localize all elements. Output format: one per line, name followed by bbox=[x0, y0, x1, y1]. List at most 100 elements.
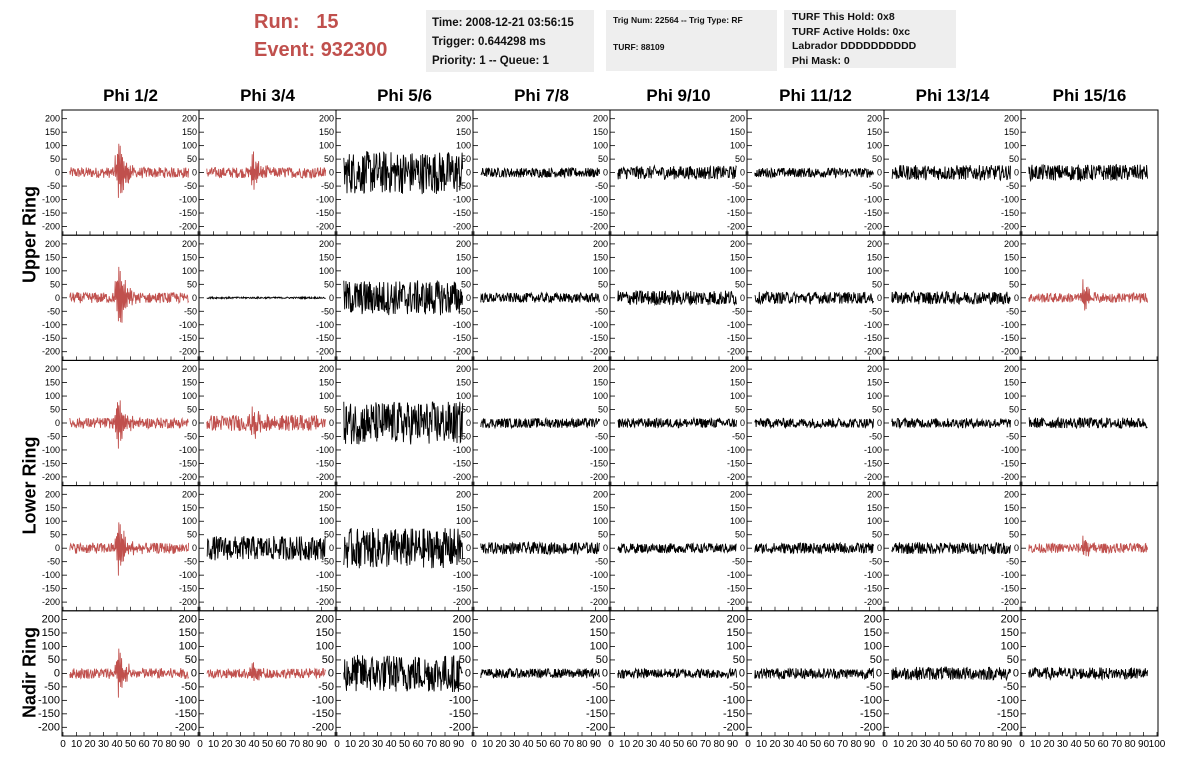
y-tick-label: 0 bbox=[466, 418, 471, 428]
y-tick-label: -50 bbox=[321, 431, 334, 441]
waveform-cell: -200 -150 -100 -50 0 50 100 150 200 bbox=[864, 485, 1022, 612]
y-tick-label: -100 bbox=[727, 445, 745, 455]
x-tick-label: 10 bbox=[71, 739, 83, 750]
waveform-cell: -200 -150 -100 -50 0 50 100 150 200 bbox=[1001, 359, 1159, 487]
y-tick-label: -150 bbox=[453, 208, 471, 218]
y-tick-label: -50 bbox=[869, 431, 882, 441]
waveform-trace bbox=[754, 541, 874, 555]
y-tick-label: 150 bbox=[864, 627, 882, 639]
y-tick-label: -100 bbox=[38, 694, 60, 706]
x-tick-label: 0 bbox=[334, 739, 340, 750]
y-tick-label: 0 bbox=[192, 418, 197, 428]
y-tick-label: 0 bbox=[466, 543, 471, 553]
y-tick-label: 150 bbox=[182, 252, 197, 262]
y-tick-label: -150 bbox=[312, 708, 334, 720]
y-tick-label: 0 bbox=[329, 543, 334, 553]
waveform-cell: -200 -150 -100 -50 0 50 100 150 200 bbox=[864, 359, 1022, 487]
y-tick-label: 100 bbox=[179, 640, 197, 652]
y-tick-label: 0 bbox=[1014, 418, 1019, 428]
y-tick-label: -200 bbox=[453, 597, 471, 607]
y-tick-label: -150 bbox=[1001, 584, 1019, 594]
y-tick-label: 200 bbox=[1001, 613, 1019, 625]
y-tick-label: 200 bbox=[42, 613, 60, 625]
y-tick-label: 0 bbox=[1014, 543, 1019, 553]
y-tick-label: -50 bbox=[184, 557, 197, 567]
y-tick-label: -200 bbox=[449, 721, 471, 733]
y-tick-label: -50 bbox=[595, 306, 608, 316]
y-tick-label: 100 bbox=[456, 141, 471, 151]
waveform-trace bbox=[754, 290, 874, 306]
x-tick-label: 90 bbox=[179, 739, 191, 750]
waveform-cell: -200 -150 -100 -50 0 50 100 150 200 bbox=[1001, 485, 1159, 612]
y-tick-label: -50 bbox=[318, 681, 334, 693]
y-tick-label: -150 bbox=[179, 458, 197, 468]
y-tick-label: 50 bbox=[324, 279, 334, 289]
x-tick-label: 40 bbox=[111, 739, 123, 750]
y-tick-label: 200 bbox=[1004, 239, 1019, 249]
waveform-cell: -200 -150 -100 -50 0 50 100 150 200 bbox=[864, 109, 1022, 236]
waveform-cell: -200 -150 -100 -50 0 50 100 150 200 bbox=[590, 485, 748, 612]
y-tick-label: -200 bbox=[453, 222, 471, 232]
y-tick-label: 200 bbox=[182, 489, 197, 499]
y-tick-label: 200 bbox=[730, 114, 745, 124]
y-tick-label: 0 bbox=[191, 667, 197, 679]
y-tick-label: 100 bbox=[319, 391, 334, 401]
x-tick-label: 50 bbox=[125, 739, 137, 750]
x-tick-label: 70 bbox=[152, 739, 164, 750]
y-tick-label: 0 bbox=[740, 168, 745, 178]
y-tick-label: 0 bbox=[602, 667, 608, 679]
y-tick-label: -50 bbox=[321, 181, 334, 191]
waveform-cell: -200 -150 -100 -50 0 50 100 150 200 bbox=[316, 359, 474, 487]
y-tick-label: -100 bbox=[179, 195, 197, 205]
waveform-trace bbox=[480, 416, 600, 430]
y-tick-label: -200 bbox=[175, 721, 197, 733]
x-tick-label: 80 bbox=[713, 739, 725, 750]
x-tick-label: 90 bbox=[1001, 739, 1013, 750]
y-tick-label: 100 bbox=[730, 516, 745, 526]
x-tick-label: 80 bbox=[439, 739, 451, 750]
x-tick-label: 80 bbox=[302, 739, 314, 750]
y-tick-label: 0 bbox=[603, 168, 608, 178]
x-tick-label: 70 bbox=[1111, 739, 1123, 750]
y-tick-label: 200 bbox=[1004, 114, 1019, 124]
y-tick-label: -200 bbox=[860, 721, 882, 733]
y-tick-label: 150 bbox=[1004, 503, 1019, 513]
x-tick-label: 90 bbox=[864, 739, 876, 750]
y-tick-label: -150 bbox=[316, 208, 334, 218]
waveform-trace bbox=[343, 527, 464, 569]
y-tick-label: 200 bbox=[1004, 364, 1019, 374]
x-tick-label: 50 bbox=[947, 739, 959, 750]
event-value: 932300 bbox=[320, 39, 388, 61]
y-tick-label: 0 bbox=[740, 543, 745, 553]
y-tick-label: -100 bbox=[586, 694, 608, 706]
y-tick-label: 0 bbox=[192, 168, 197, 178]
y-tick-label: 150 bbox=[593, 378, 608, 388]
y-tick-label: -200 bbox=[864, 597, 882, 607]
y-tick-label: -100 bbox=[453, 195, 471, 205]
waveform-trace bbox=[891, 164, 1011, 182]
y-tick-label: -200 bbox=[727, 347, 745, 357]
y-tick-label: -100 bbox=[727, 570, 745, 580]
waveform-trace bbox=[891, 290, 1011, 306]
y-tick-label: -200 bbox=[864, 222, 882, 232]
waveform-trace bbox=[1028, 535, 1148, 557]
waveform-cell: -200 -150 -100 -50 0 50 100 150 200 bbox=[727, 485, 885, 612]
event-label: Event: bbox=[254, 39, 316, 61]
turf-text: TURF: 88109 bbox=[613, 42, 665, 52]
y-tick-label: -100 bbox=[590, 570, 608, 580]
x-tick-label: 50 bbox=[810, 739, 822, 750]
y-tick-label: 50 bbox=[187, 154, 197, 164]
x-tick-label: 70 bbox=[563, 739, 575, 750]
y-tick-label: 50 bbox=[187, 279, 197, 289]
y-tick-label: 150 bbox=[593, 127, 608, 137]
y-tick-label: -150 bbox=[316, 333, 334, 343]
y-tick-label: -150 bbox=[38, 708, 60, 720]
y-tick-label: 50 bbox=[1009, 530, 1019, 540]
y-tick-label: -100 bbox=[179, 320, 197, 330]
y-tick-label: -100 bbox=[175, 694, 197, 706]
x-tick-label: 60 bbox=[960, 739, 972, 750]
y-tick-label: 0 bbox=[877, 418, 882, 428]
x-tick-label: 40 bbox=[659, 739, 671, 750]
waveform-cell: -200 -150 -100 -50 0 50 100 150 200 bbox=[42, 485, 200, 612]
waveform-cell: -200 -150 -100 -50 0 50 100 150 200 bbox=[179, 109, 337, 236]
